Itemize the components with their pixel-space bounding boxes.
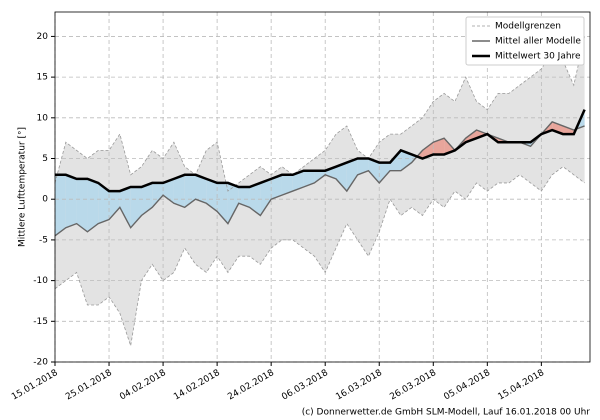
deviation-area	[87, 178, 99, 232]
deviation-area	[379, 162, 391, 183]
deviation-area	[314, 170, 326, 183]
deviation-area	[65, 174, 77, 228]
deviation-area	[260, 178, 272, 216]
x-tick-label: 05.04.2018	[442, 368, 492, 403]
deviation-area	[119, 187, 131, 228]
y-axis-label: Mittlere Lufttemperatur [°]	[18, 127, 28, 247]
deviation-area	[227, 182, 239, 224]
legend-label: Mittelwert 30 Jahre	[495, 52, 581, 62]
deviation-area	[98, 182, 110, 224]
deviation-area	[271, 174, 282, 200]
deviation-area	[76, 178, 88, 232]
model-lower-line	[54, 166, 585, 346]
deviation-area	[303, 170, 315, 187]
deviation-area	[281, 174, 293, 196]
deviation-area	[336, 162, 347, 192]
deviation-area	[357, 158, 369, 175]
deviation-area	[346, 158, 358, 192]
x-tick-label: 16.03.2018	[334, 368, 384, 403]
deviation-area	[152, 182, 164, 208]
x-tick-label: 06.03.2018	[280, 368, 330, 403]
y-tick-label: 0	[42, 195, 48, 205]
x-tick-label: 26.03.2018	[388, 368, 438, 403]
deviation-area	[55, 174, 66, 236]
deviation-area	[184, 174, 196, 208]
y-tick-label: -15	[33, 317, 48, 327]
y-tick-label: -5	[39, 235, 48, 245]
y-tick-label: -10	[33, 276, 48, 286]
footer: (c) Donnerwetter.de GmbH SLM-Modell, Lau…	[302, 408, 591, 418]
y-tick-label: 5	[42, 154, 48, 164]
y-tick-label: 10	[37, 113, 49, 123]
x-tick-label: 14.02.2018	[172, 368, 222, 403]
deviation-area	[292, 170, 304, 192]
deviation-area	[390, 150, 401, 171]
deviation-area	[109, 191, 120, 220]
x-tick-label: 15.01.2018	[10, 368, 60, 403]
x-tick-label: 15.04.2018	[496, 368, 546, 403]
deviation-area	[400, 150, 412, 171]
model-range-area	[55, 36, 585, 346]
plot-frame	[54, 11, 591, 363]
y-tick-label: -20	[33, 358, 48, 368]
deviation-area	[206, 178, 218, 212]
legend-label: Modellgrenzen	[495, 22, 561, 32]
x-tick-label: 24.02.2018	[226, 368, 276, 403]
legend-box	[465, 16, 585, 66]
deviation-area	[368, 158, 380, 183]
deviation-area	[195, 174, 207, 204]
y-tick-label: 15	[37, 73, 48, 83]
x-tick-label: 04.02.2018	[118, 368, 168, 403]
deviation-area	[173, 174, 185, 208]
model-upper-line	[54, 36, 585, 192]
legend-label: Mittel aller Modelle	[495, 37, 581, 47]
x-tick-label: 25.01.2018	[64, 368, 114, 403]
y-tick-label: 20	[37, 32, 49, 42]
deviation-area	[562, 125, 574, 135]
model-mean-line	[54, 121, 585, 237]
deviation-area	[433, 138, 445, 155]
deviation-area	[238, 187, 250, 208]
climate-mean-line	[55, 109, 586, 193]
